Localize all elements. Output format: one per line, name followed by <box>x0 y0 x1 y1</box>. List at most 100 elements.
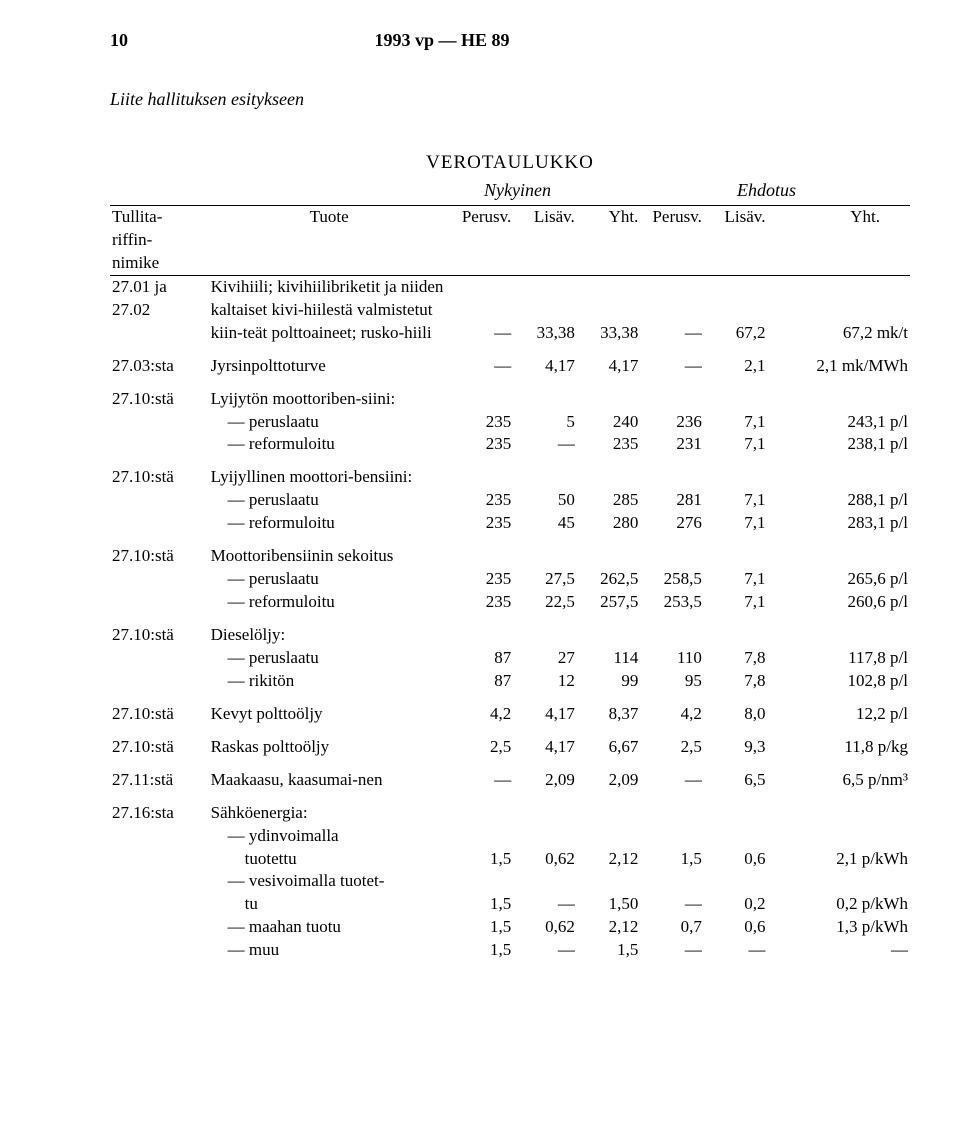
table-cell-yht: 243,1 p/l <box>767 411 910 434</box>
table-cell: 7,1 <box>704 591 768 614</box>
table-cell: 7,1 <box>704 512 768 535</box>
table-row: 27.10:stäMoottoribensiinin sekoitus <box>110 545 910 568</box>
table-cell: 236 <box>640 411 704 434</box>
table-cell-yht: 1,3 p/kWh <box>767 916 910 939</box>
table-row: 27.10:stäKevyt polttoöljy4,24,178,374,28… <box>110 703 910 726</box>
table-cell: 9,3 <box>704 736 768 759</box>
product-cell: Dieselöljy: <box>209 624 450 647</box>
product-sub-cell: tu <box>209 893 450 916</box>
code-cell: 27.16:sta <box>110 802 209 825</box>
page-number: 10 <box>110 30 370 51</box>
table-cell: 67,2 <box>704 275 768 344</box>
product-sub-cell: — peruslaatu <box>209 411 450 434</box>
table-cell-yht: 2,1 p/kWh <box>767 848 910 871</box>
table-cell: 235 <box>450 512 514 535</box>
table-row: tuotettu1,50,622,121,50,62,1 p/kWh <box>110 848 910 871</box>
table-cell: 4,17 <box>513 355 577 378</box>
table-cell-yht: 6,5 p/nm³ <box>767 769 910 792</box>
table-cell: 1,5 <box>450 848 514 871</box>
table-cell-yht: 102,8 p/l <box>767 670 910 693</box>
table-cell: 7,8 <box>704 647 768 670</box>
table-cell: — <box>450 769 514 792</box>
product-cell: Maakaasu, kaasumai-nen <box>209 769 450 792</box>
table-cell: 114 <box>577 647 641 670</box>
table-cell: 7,8 <box>704 670 768 693</box>
table-cell: 2,5 <box>640 736 704 759</box>
code-cell: 27.10:stä <box>110 466 209 489</box>
table-cell: 276 <box>640 512 704 535</box>
running-head: 10 1993 vp — HE 89 <box>110 30 910 51</box>
table-cell: 2,12 <box>577 916 641 939</box>
table-cell: 285 <box>577 489 641 512</box>
table-row: — rikitön871299957,8102,8 p/l <box>110 670 910 693</box>
code-cell: 27.03:sta <box>110 355 209 378</box>
table-cell: — <box>513 893 577 916</box>
header-product: Tuote <box>209 206 450 275</box>
table-cell: 2,5 <box>450 736 514 759</box>
table-cell: 0,6 <box>704 916 768 939</box>
table-cell-yht: 2,1 mk/MWh <box>767 355 910 378</box>
table-cell: 50 <box>513 489 577 512</box>
table-cell: — <box>640 769 704 792</box>
table-cell: 22,5 <box>513 591 577 614</box>
code-cell: 27.10:stä <box>110 388 209 411</box>
table-cell: 2,09 <box>577 769 641 792</box>
table-cell: 6,67 <box>577 736 641 759</box>
table-row: 27.10:stäLyijytön moottoriben-siini: <box>110 388 910 411</box>
table-row: 27.01 ja27.02Kivihiili; kivihiilibriketi… <box>110 275 910 344</box>
table-cell: 1,5 <box>640 848 704 871</box>
table-cell: 7,1 <box>704 433 768 456</box>
table-cell: 281 <box>640 489 704 512</box>
table-cell: 7,1 <box>704 411 768 434</box>
code-cell: 27.10:stä <box>110 703 209 726</box>
table-row: — vesivoimalla tuotet- <box>110 870 910 893</box>
table-cell-yht: 12,2 p/l <box>767 703 910 726</box>
header-yht-2: Yht. <box>767 206 910 275</box>
table-cell: 0,7 <box>640 916 704 939</box>
code-cell: 27.10:stä <box>110 545 209 568</box>
table-cell: 235 <box>450 568 514 591</box>
table-cell: 257,5 <box>577 591 641 614</box>
table-cell: 87 <box>450 670 514 693</box>
header-lisav-2: Lisäv. <box>704 206 768 275</box>
table-cell: 2,1 <box>704 355 768 378</box>
product-cell: Jyrsinpolttoturve <box>209 355 450 378</box>
product-cell: Sähköenergia: <box>209 802 450 825</box>
header-tariff: Tullita-riffin-nimike <box>110 206 209 275</box>
table-cell: 4,17 <box>577 355 641 378</box>
table-row: — peruslaatu23552402367,1243,1 p/l <box>110 411 910 434</box>
product-cell: Lyijytön moottoriben-siini: <box>209 388 450 411</box>
table-cell: 231 <box>640 433 704 456</box>
table-cell: 7,1 <box>704 568 768 591</box>
code-cell: 27.11:stä <box>110 769 209 792</box>
product-sub-cell: tuotettu <box>209 848 450 871</box>
table-cell: 0,62 <box>513 848 577 871</box>
product-sub-cell: — vesivoimalla tuotet- <box>209 870 450 893</box>
table-cell: — <box>640 355 704 378</box>
code-cell: 27.10:stä <box>110 624 209 647</box>
table-cell: — <box>640 893 704 916</box>
table-cell: 280 <box>577 512 641 535</box>
table-cell-yht: 283,1 p/l <box>767 512 910 535</box>
table-cell: 1,5 <box>577 939 641 962</box>
label-ehdotus: Ehdotus <box>682 180 852 201</box>
product-sub-cell: — peruslaatu <box>209 568 450 591</box>
table-cell: 4,17 <box>513 736 577 759</box>
table-cell: 99 <box>577 670 641 693</box>
table-cell: 235 <box>450 489 514 512</box>
table-title: VEROTAULUKKO <box>110 152 910 174</box>
table-cell: 45 <box>513 512 577 535</box>
table-cell: 235 <box>450 411 514 434</box>
code-cell: 27.10:stä <box>110 736 209 759</box>
product-sub-cell: — muu <box>209 939 450 962</box>
product-cell: Moottoribensiinin sekoitus <box>209 545 450 568</box>
table-cell: 1,5 <box>450 893 514 916</box>
table-cell: 240 <box>577 411 641 434</box>
table-row: — reformuloitu235—2352317,1238,1 p/l <box>110 433 910 456</box>
table-row: 27.10:stäRaskas polttoöljy2,54,176,672,5… <box>110 736 910 759</box>
product-cell: Kevyt polttoöljy <box>209 703 450 726</box>
table-cell: 258,5 <box>640 568 704 591</box>
table-body: 27.01 ja27.02Kivihiili; kivihiilibriketi… <box>110 275 910 962</box>
product-cell: Lyijyllinen moottori-bensiini: <box>209 466 450 489</box>
table-row: — peruslaatu87271141107,8117,8 p/l <box>110 647 910 670</box>
